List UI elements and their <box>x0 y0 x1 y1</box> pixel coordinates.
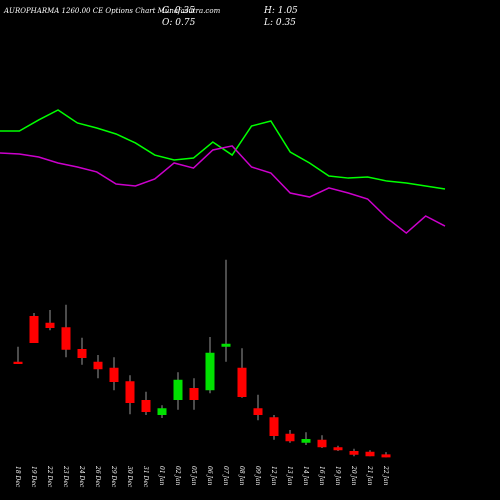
x-tick-label: 30 Dec <box>126 466 133 488</box>
candle-body <box>157 408 167 415</box>
candle-body <box>285 433 295 442</box>
x-tick-label: 13 Jan <box>286 466 293 486</box>
x-tick-label: 26 Dec <box>94 465 101 488</box>
candle-body <box>109 367 119 382</box>
candle-body <box>13 361 23 364</box>
candle-body <box>381 454 391 458</box>
candle-body <box>77 349 87 358</box>
x-tick-label: 01 Jan <box>158 466 165 486</box>
candle-body <box>45 322 55 328</box>
candle-body <box>221 343 231 347</box>
candle-body <box>317 439 327 448</box>
x-tick-label: 18 Dec <box>14 466 21 488</box>
stat-close: C: 0.35 <box>162 6 195 16</box>
x-tick-label: 09 Jan <box>254 466 261 486</box>
x-tick-label: 19 Dec <box>30 466 37 488</box>
candle-body <box>333 447 343 451</box>
x-tick-label: 20 Jan <box>350 465 357 486</box>
candle-body <box>253 408 263 415</box>
ma-line <box>0 145 446 235</box>
candle-body <box>125 381 135 403</box>
candle-body <box>93 361 103 370</box>
candle-body <box>237 367 247 397</box>
candle-body <box>141 400 151 412</box>
candle-body <box>349 451 359 455</box>
x-tick-label: 29 Dec <box>110 465 117 488</box>
x-tick-label: 02 Jan <box>174 466 181 486</box>
chart-title: AUROPHARMA 1260.00 CE Options Chart Muna… <box>3 7 221 15</box>
x-tick-label: 06 Jan <box>206 466 213 486</box>
candle-body <box>29 316 39 343</box>
x-tick-label: 14 Jan <box>302 466 309 486</box>
x-tick-label: 16 Jan <box>318 466 325 486</box>
x-tick-label: 22 Dec <box>46 465 53 488</box>
stat-high: H: 1.05 <box>263 6 298 16</box>
stat-open: O: 0.75 <box>162 18 196 28</box>
x-tick-label: 07 Jan <box>222 466 229 486</box>
x-tick-label: 05 Jan <box>190 466 197 486</box>
x-tick-label: 24 Dec <box>78 465 85 488</box>
candle-body <box>173 379 183 400</box>
candle-body <box>301 439 311 443</box>
candle-body <box>269 417 279 436</box>
ma-line <box>0 109 446 190</box>
x-tick-label: 08 Jan <box>238 466 245 486</box>
stat-low: L: 0.35 <box>263 18 296 28</box>
x-tick-label: 22 Jan <box>382 465 389 486</box>
x-tick-label: 12 Jan <box>270 466 277 486</box>
candle-body <box>189 388 199 400</box>
candle-body <box>365 451 375 457</box>
candle-body <box>61 327 71 350</box>
x-tick-label: 31 Dec <box>142 466 149 488</box>
x-tick-label: 19 Jan <box>334 466 341 486</box>
x-tick-label: 21 Jan <box>366 465 373 486</box>
x-tick-label: 23 Dec <box>62 465 69 488</box>
candle-body <box>205 352 215 391</box>
